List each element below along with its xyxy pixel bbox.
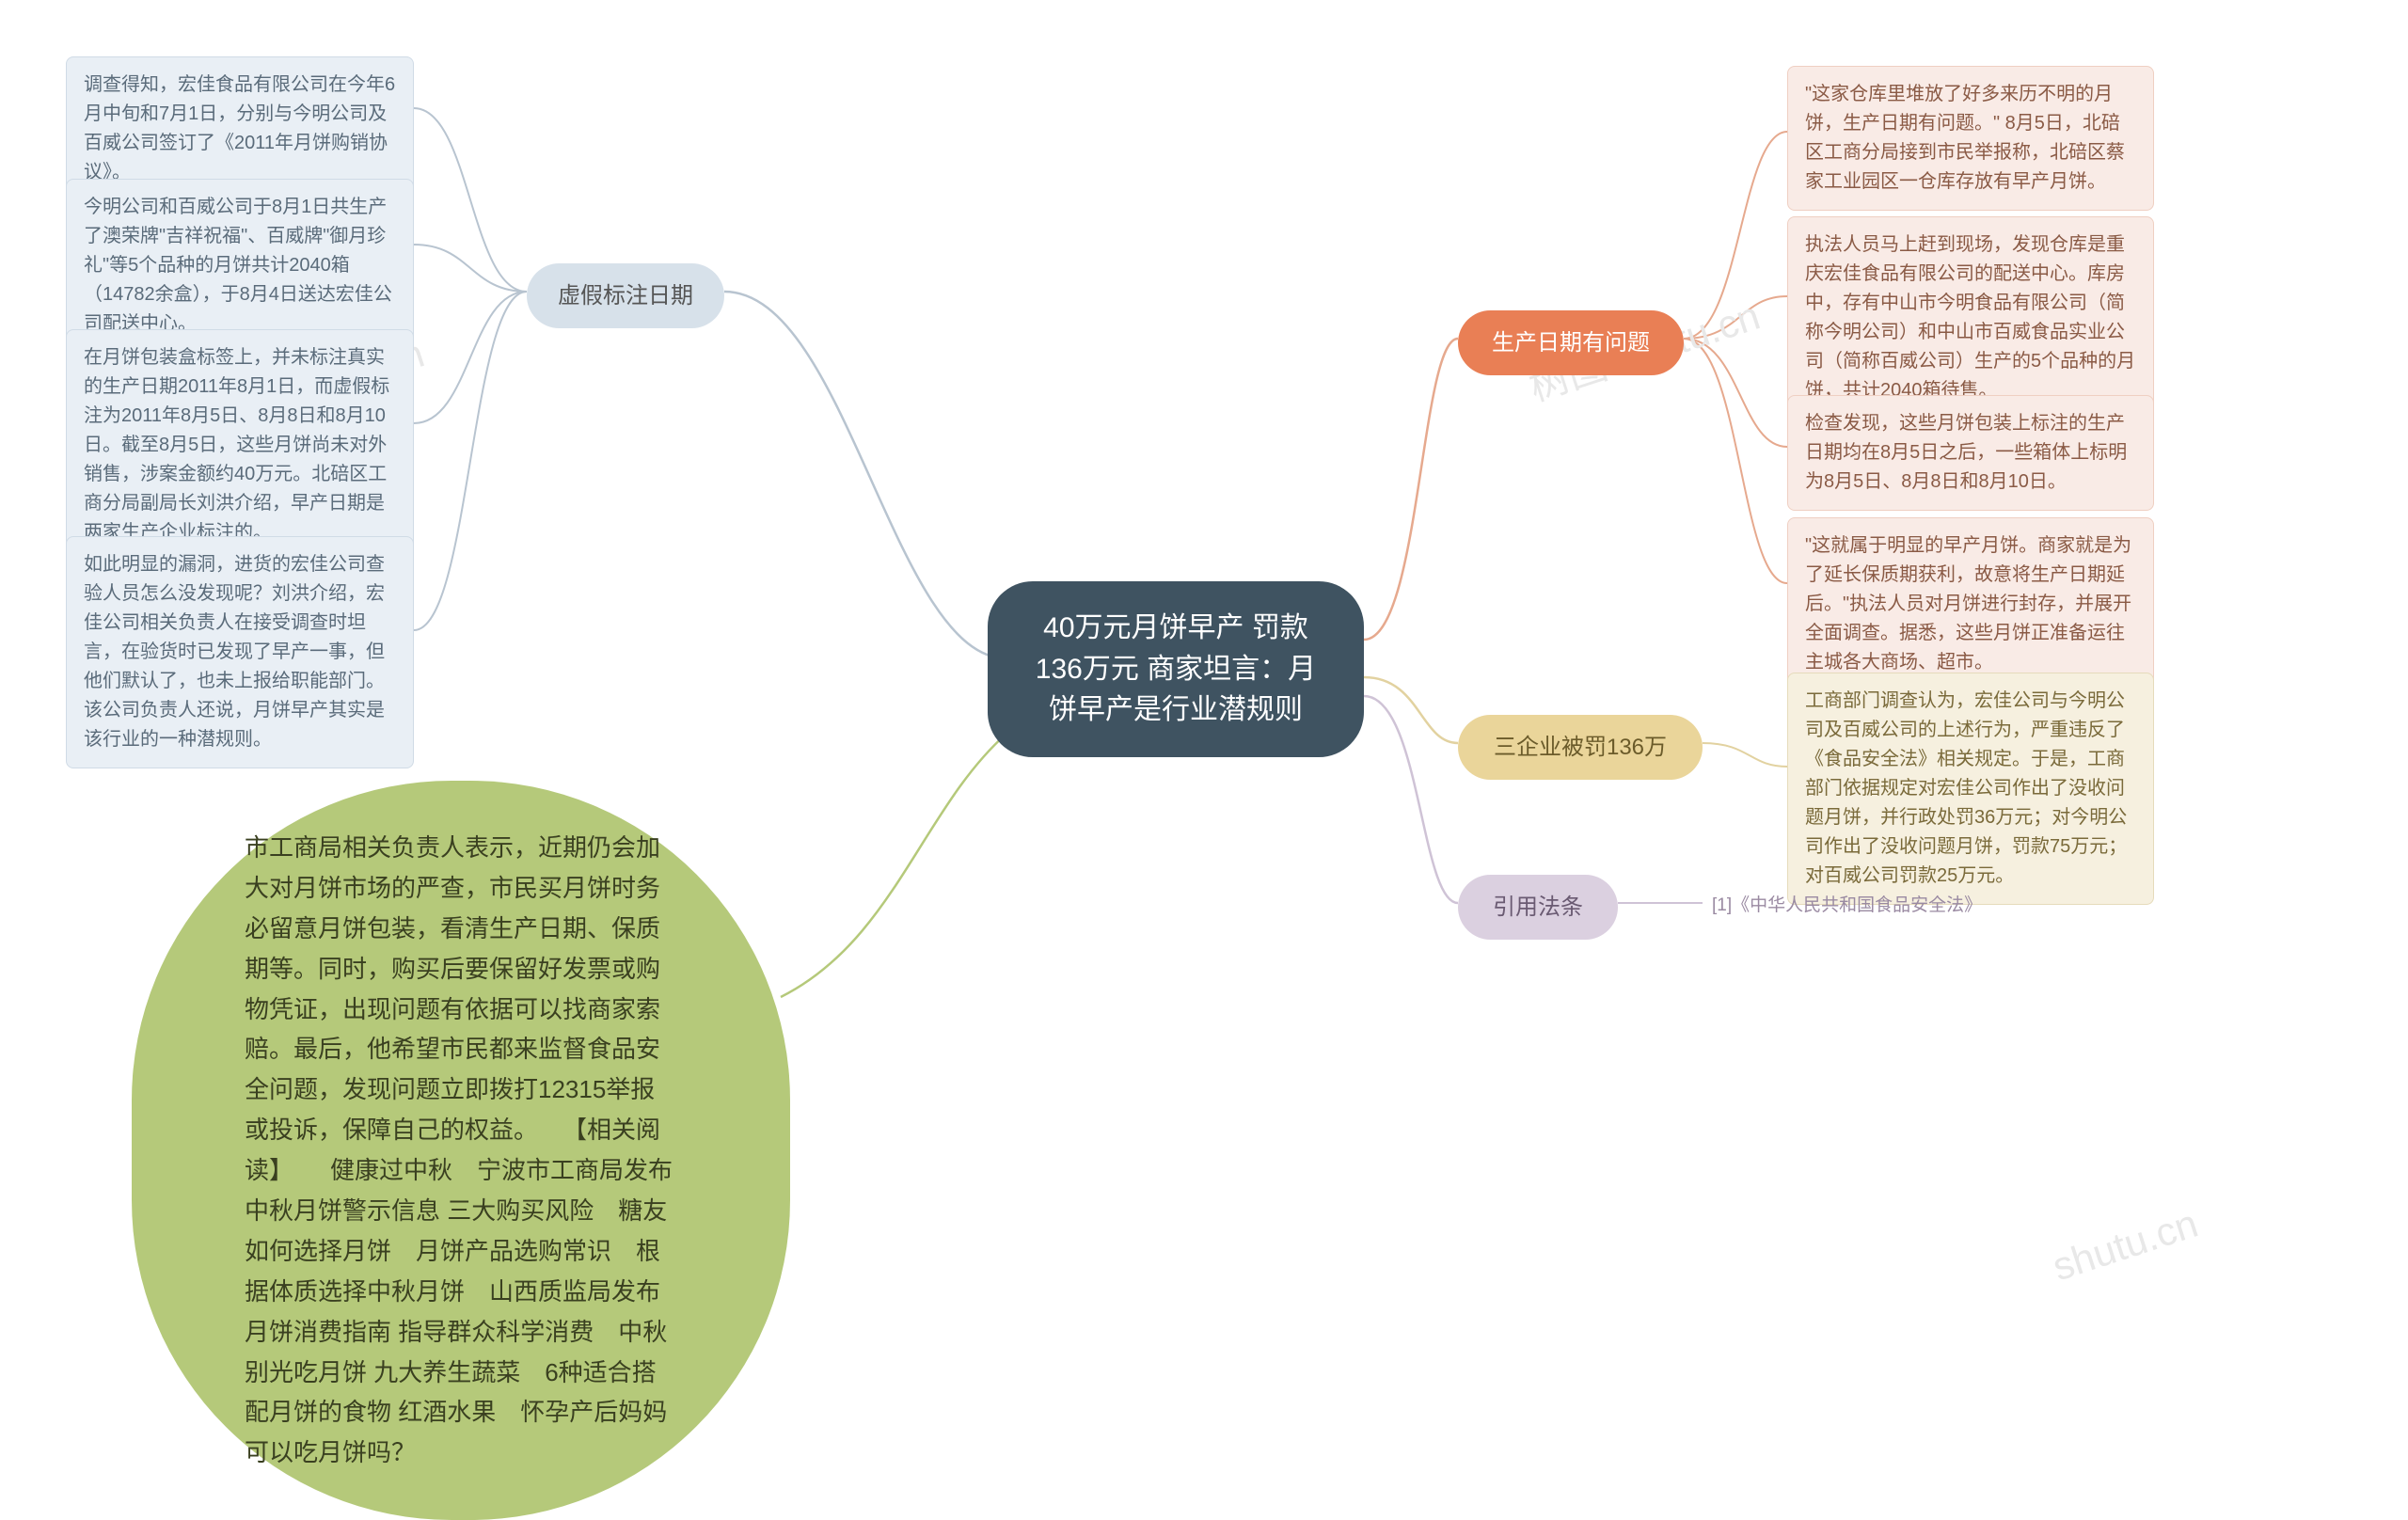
leaf-b1-1[interactable]: 今明公司和百威公司于8月1日共生产了澳荣牌"吉祥祝福"、百威牌"御月珍礼"等5个… [66, 179, 414, 353]
branch-fine-136[interactable]: 三企业被罚136万 [1458, 715, 1703, 780]
leaf-b3-0[interactable]: 工商部门调查认为，宏佳公司与今明公司及百威公司的上述行为，严重违反了《食品安全法… [1787, 673, 2154, 905]
big-advice-leaf[interactable]: 市工商局相关负责人表示，近期仍会加大对月饼市场的严查，市民买月饼时务必留意月饼包… [132, 781, 790, 1520]
leaf-b2-0[interactable]: "这家仓库里堆放了好多来历不明的月饼，生产日期有问题。" 8月5日，北碚区工商分… [1787, 66, 2154, 211]
leaf-b2-1[interactable]: 执法人员马上赶到现场，发现仓库是重庆宏佳食品有限公司的配送中心。库房中，存有中山… [1787, 216, 2154, 420]
leaf-b2-3[interactable]: "这就属于明显的早产月饼。商家就是为了延长保质期获利，故意将生产日期延后。"执法… [1787, 517, 2154, 691]
leaf-b2-2[interactable]: 检查发现，这些月饼包装上标注的生产日期均在8月5日之后，一些箱体上标明为8月5日… [1787, 395, 2154, 511]
branch-law-ref[interactable]: 引用法条 [1458, 875, 1618, 940]
branch-false-date[interactable]: 虚假标注日期 [527, 263, 724, 328]
leaf-b1-2[interactable]: 在月饼包装盒标签上，并未标注真实的生产日期2011年8月1日，而虚假标注为201… [66, 329, 414, 562]
branch-date-problem[interactable]: 生产日期有问题 [1458, 310, 1684, 375]
leaf-b4-0[interactable]: [1]《中华人民共和国食品安全法》 [1703, 886, 2032, 925]
watermark: shutu.cn [2047, 1201, 2203, 1290]
center-topic[interactable]: 40万元月饼早产 罚款136万元 商家坦言：月饼早产是行业潜规则 [988, 581, 1364, 757]
leaf-b1-3[interactable]: 如此明显的漏洞，进货的宏佳公司查验人员怎么没发现呢？刘洪介绍，宏佳公司相关负责人… [66, 536, 414, 768]
